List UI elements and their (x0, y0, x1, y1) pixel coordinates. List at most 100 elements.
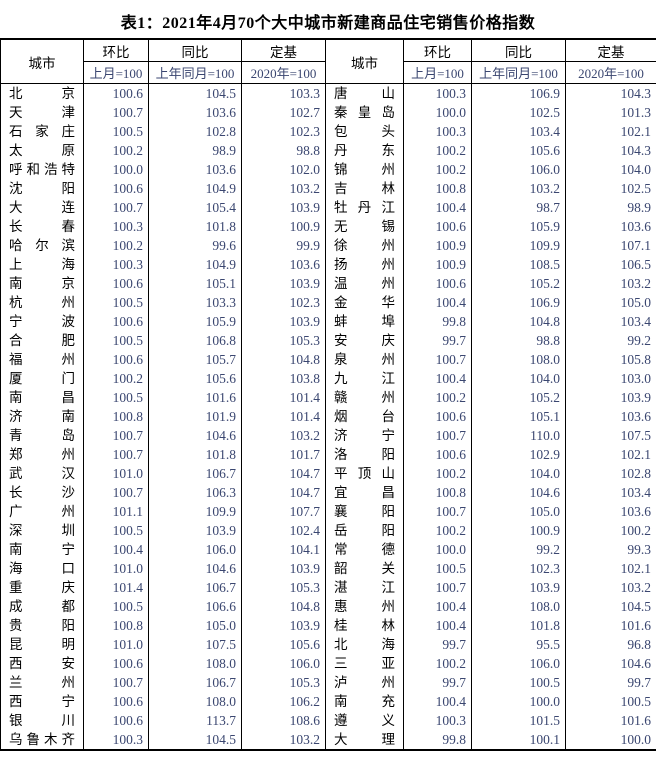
yoy-index-value: 102.8 (148, 122, 242, 141)
mom-index-value: 100.7 (83, 445, 149, 464)
fixed-base-index-value: 106.5 (620, 257, 651, 272)
table-row: 杭州 100.5 103.3 102.3 金华 100.4 106.9 105.0 (0, 293, 656, 312)
city-name-cell: 昆明 (0, 635, 84, 654)
mom-index-value: 100.4 (403, 369, 472, 388)
table-row: 上海 100.3 104.9 103.6 扬州 100.9 108.5 106.5 (0, 255, 656, 274)
fixed-base-index-value: 103.2 (620, 580, 651, 595)
yoy-index-value: 106.8 (148, 331, 242, 350)
header-base-right: 定基 (565, 39, 656, 62)
table-row: 乌鲁木齐 100.3 104.5 103.2 大理 99.8 100.1 100.0 (0, 730, 656, 750)
yoy-index-value: 100.5 (471, 673, 566, 692)
mom-index-value: 100.4 (403, 616, 472, 635)
city-name-cell: 锦州 (325, 160, 404, 179)
yoy-index-value: 106.9 (471, 293, 566, 312)
table-row: 哈尔滨 100.2 99.6 99.9 徐州 100.9 109.9 107.1 (0, 236, 656, 255)
fixed-base-index-value: 105.8 (620, 352, 651, 367)
yoy-index-value: 104.5 (148, 83, 242, 103)
header-row-labels: 城市 环比 同比 定基 城市 环比 同比 定基 (0, 39, 656, 84)
city-name-cell: 南昌 (0, 388, 84, 407)
mom-index-value: 100.0 (403, 103, 472, 122)
table-row: 太原 100.2 98.9 98.8 丹东 100.2 105.6 104.3 (0, 141, 656, 160)
city-name-cell: 贵阳 (0, 616, 84, 635)
fixed-base-index-value: 103.9 (241, 198, 326, 217)
mom-index-value: 100.6 (83, 711, 149, 730)
table-row: 宁波 100.6 105.9 103.9 蚌埠 99.8 104.8 103.4 (0, 312, 656, 331)
city-name-cell: 金华 (325, 293, 404, 312)
fixed-base-index-value: 102.1 (620, 124, 651, 139)
mom-index-value: 100.6 (83, 654, 149, 673)
mom-index-value: 100.7 (403, 502, 472, 521)
fixed-base-index-value: 105.0 (620, 295, 651, 310)
yoy-index-value: 108.0 (148, 692, 242, 711)
mom-index-value: 99.8 (403, 730, 472, 750)
yoy-index-value: 100.0 (471, 692, 566, 711)
yoy-index-value: 106.0 (471, 160, 566, 179)
fixed-base-index-value: 101.3 (620, 105, 651, 120)
mom-index-value: 100.2 (403, 160, 472, 179)
fixed-base-index-value: 103.9 (241, 312, 326, 331)
city-name-cell: 大理 (325, 730, 404, 750)
yoy-index-value: 105.4 (148, 198, 242, 217)
mom-index-value: 100.3 (403, 122, 472, 141)
yoy-index-value: 104.8 (471, 312, 566, 331)
mom-index-value: 100.6 (403, 274, 472, 293)
yoy-index-value: 102.3 (471, 559, 566, 578)
table-row: 南宁 100.4 106.0 104.1 常德 100.0 99.2 99.3 (0, 540, 656, 559)
yoy-index-value: 98.8 (471, 331, 566, 350)
yoy-index-value: 104.6 (148, 559, 242, 578)
city-name-cell: 包头 (325, 122, 404, 141)
city-name-cell: 平顶山 (325, 464, 404, 483)
mom-index-value: 100.6 (83, 692, 149, 711)
table-row: 银川 100.6 113.7 108.6 遵义 100.3 101.5 101.6 (0, 711, 656, 730)
mom-index-value: 100.7 (83, 483, 149, 502)
mom-index-value: 100.2 (403, 654, 472, 673)
yoy-index-value: 105.7 (148, 350, 242, 369)
yoy-index-value: 103.4 (471, 122, 566, 141)
city-name-cell: 洛阳 (325, 445, 404, 464)
city-name-cell: 三亚 (325, 654, 404, 673)
fixed-base-index-value: 107.1 (620, 238, 651, 253)
yoy-index-value: 103.6 (148, 160, 242, 179)
fixed-base-index-value: 102.5 (620, 181, 651, 196)
fixed-base-index-value: 104.6 (620, 656, 651, 671)
table-header: 城市 环比 同比 定基 城市 环比 同比 定基 上月=100 上年同月=100 … (0, 39, 656, 84)
fixed-base-index-value: 103.6 (620, 409, 651, 424)
header-city-left: 城市 (0, 39, 84, 84)
mom-index-value: 100.3 (403, 83, 472, 103)
yoy-index-value: 103.9 (471, 578, 566, 597)
yoy-index-value: 106.6 (148, 597, 242, 616)
table-row: 济南 100.8 101.9 101.4 烟台 100.6 105.1 103.6 (0, 407, 656, 426)
yoy-index-value: 104.9 (148, 255, 242, 274)
yoy-index-value: 109.9 (148, 502, 242, 521)
mom-index-value: 100.8 (83, 407, 149, 426)
mom-index-value: 100.6 (83, 350, 149, 369)
yoy-index-value: 106.0 (148, 540, 242, 559)
fixed-base-index-value: 101.7 (241, 445, 326, 464)
yoy-index-value: 104.6 (471, 483, 566, 502)
table-row: 福州 100.6 105.7 104.8 泉州 100.7 108.0 105.8 (0, 350, 656, 369)
yoy-index-value: 101.9 (148, 407, 242, 426)
city-name-cell: 沈阳 (0, 179, 84, 198)
city-name-cell: 呼和浩特 (0, 160, 84, 179)
mom-index-value: 100.5 (403, 559, 472, 578)
fixed-base-index-value: 103.9 (241, 616, 326, 635)
yoy-index-value: 98.9 (148, 141, 242, 160)
fixed-base-index-value: 104.7 (241, 464, 326, 483)
yoy-index-value: 102.5 (471, 103, 566, 122)
city-name-cell: 南充 (325, 692, 404, 711)
city-name-cell: 大连 (0, 198, 84, 217)
yoy-index-value: 109.9 (471, 236, 566, 255)
city-name-cell: 郑州 (0, 445, 84, 464)
header-yoy-sub-right: 上年同月=100 (471, 61, 566, 84)
fixed-base-index-value: 99.9 (241, 236, 326, 255)
city-name-cell: 徐州 (325, 236, 404, 255)
fixed-base-index-value: 104.8 (241, 597, 326, 616)
city-name-cell: 青岛 (0, 426, 84, 445)
table-row: 成都 100.5 106.6 104.8 惠州 100.4 108.0 104.5 (0, 597, 656, 616)
yoy-index-value: 106.9 (471, 83, 566, 103)
mom-index-value: 100.7 (83, 198, 149, 217)
header-row-subs: 上月=100 上年同月=100 2020年=100 上月=100 上年同月=10… (1, 61, 656, 84)
yoy-index-value: 106.3 (148, 483, 242, 502)
yoy-index-value: 106.0 (471, 654, 566, 673)
yoy-index-value: 101.6 (148, 388, 242, 407)
